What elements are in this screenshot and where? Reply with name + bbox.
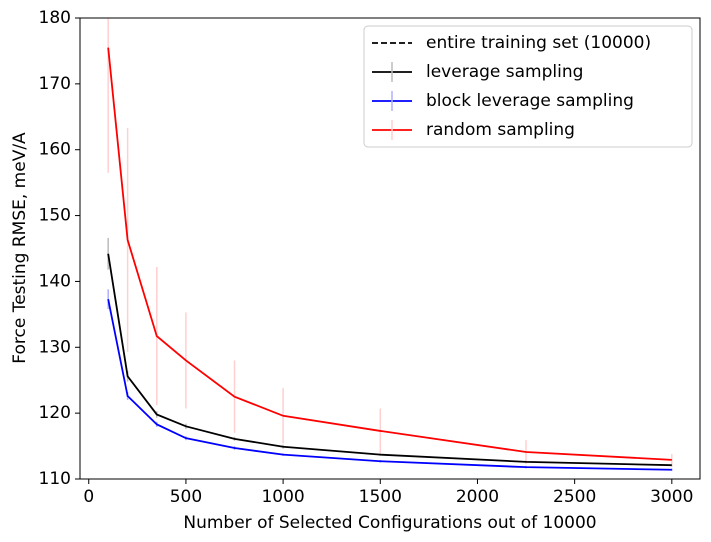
legend-label: random sampling [426, 120, 575, 140]
y-tick-label: 120 [39, 403, 71, 423]
series-line [107, 253, 672, 467]
x-tick-label: 2000 [456, 487, 499, 507]
x-tick-label: 500 [170, 487, 202, 507]
series-line [107, 47, 672, 461]
axes-frame [79, 17, 701, 480]
legend-label: block leverage sampling [426, 91, 634, 111]
y-tick-label: 170 [39, 74, 71, 94]
y-tick-label: 110 [39, 469, 71, 489]
y-tick-label: 150 [39, 206, 71, 226]
y-tick-label: 160 [39, 140, 71, 160]
x-tick-label: 0 [83, 487, 94, 507]
legend-box [363, 25, 693, 148]
x-tick-label: 2500 [553, 487, 596, 507]
y-tick-label: 180 [39, 8, 71, 28]
legend-label: entire training set (10000) [426, 33, 651, 53]
x-tick-label: 1500 [359, 487, 402, 507]
x-tick-label: 3000 [650, 487, 693, 507]
legend-label: leverage sampling [426, 62, 583, 82]
series-line [107, 299, 672, 471]
y-tick-label: 130 [39, 337, 71, 357]
x-axis-label: Number of Selected Configurations out of… [183, 513, 596, 533]
plot-area [107, 18, 673, 472]
y-tick-label: 140 [39, 271, 71, 291]
y-axis-label: Force Testing RMSE, meV/A [10, 132, 30, 364]
x-tick-label: 1000 [261, 487, 304, 507]
